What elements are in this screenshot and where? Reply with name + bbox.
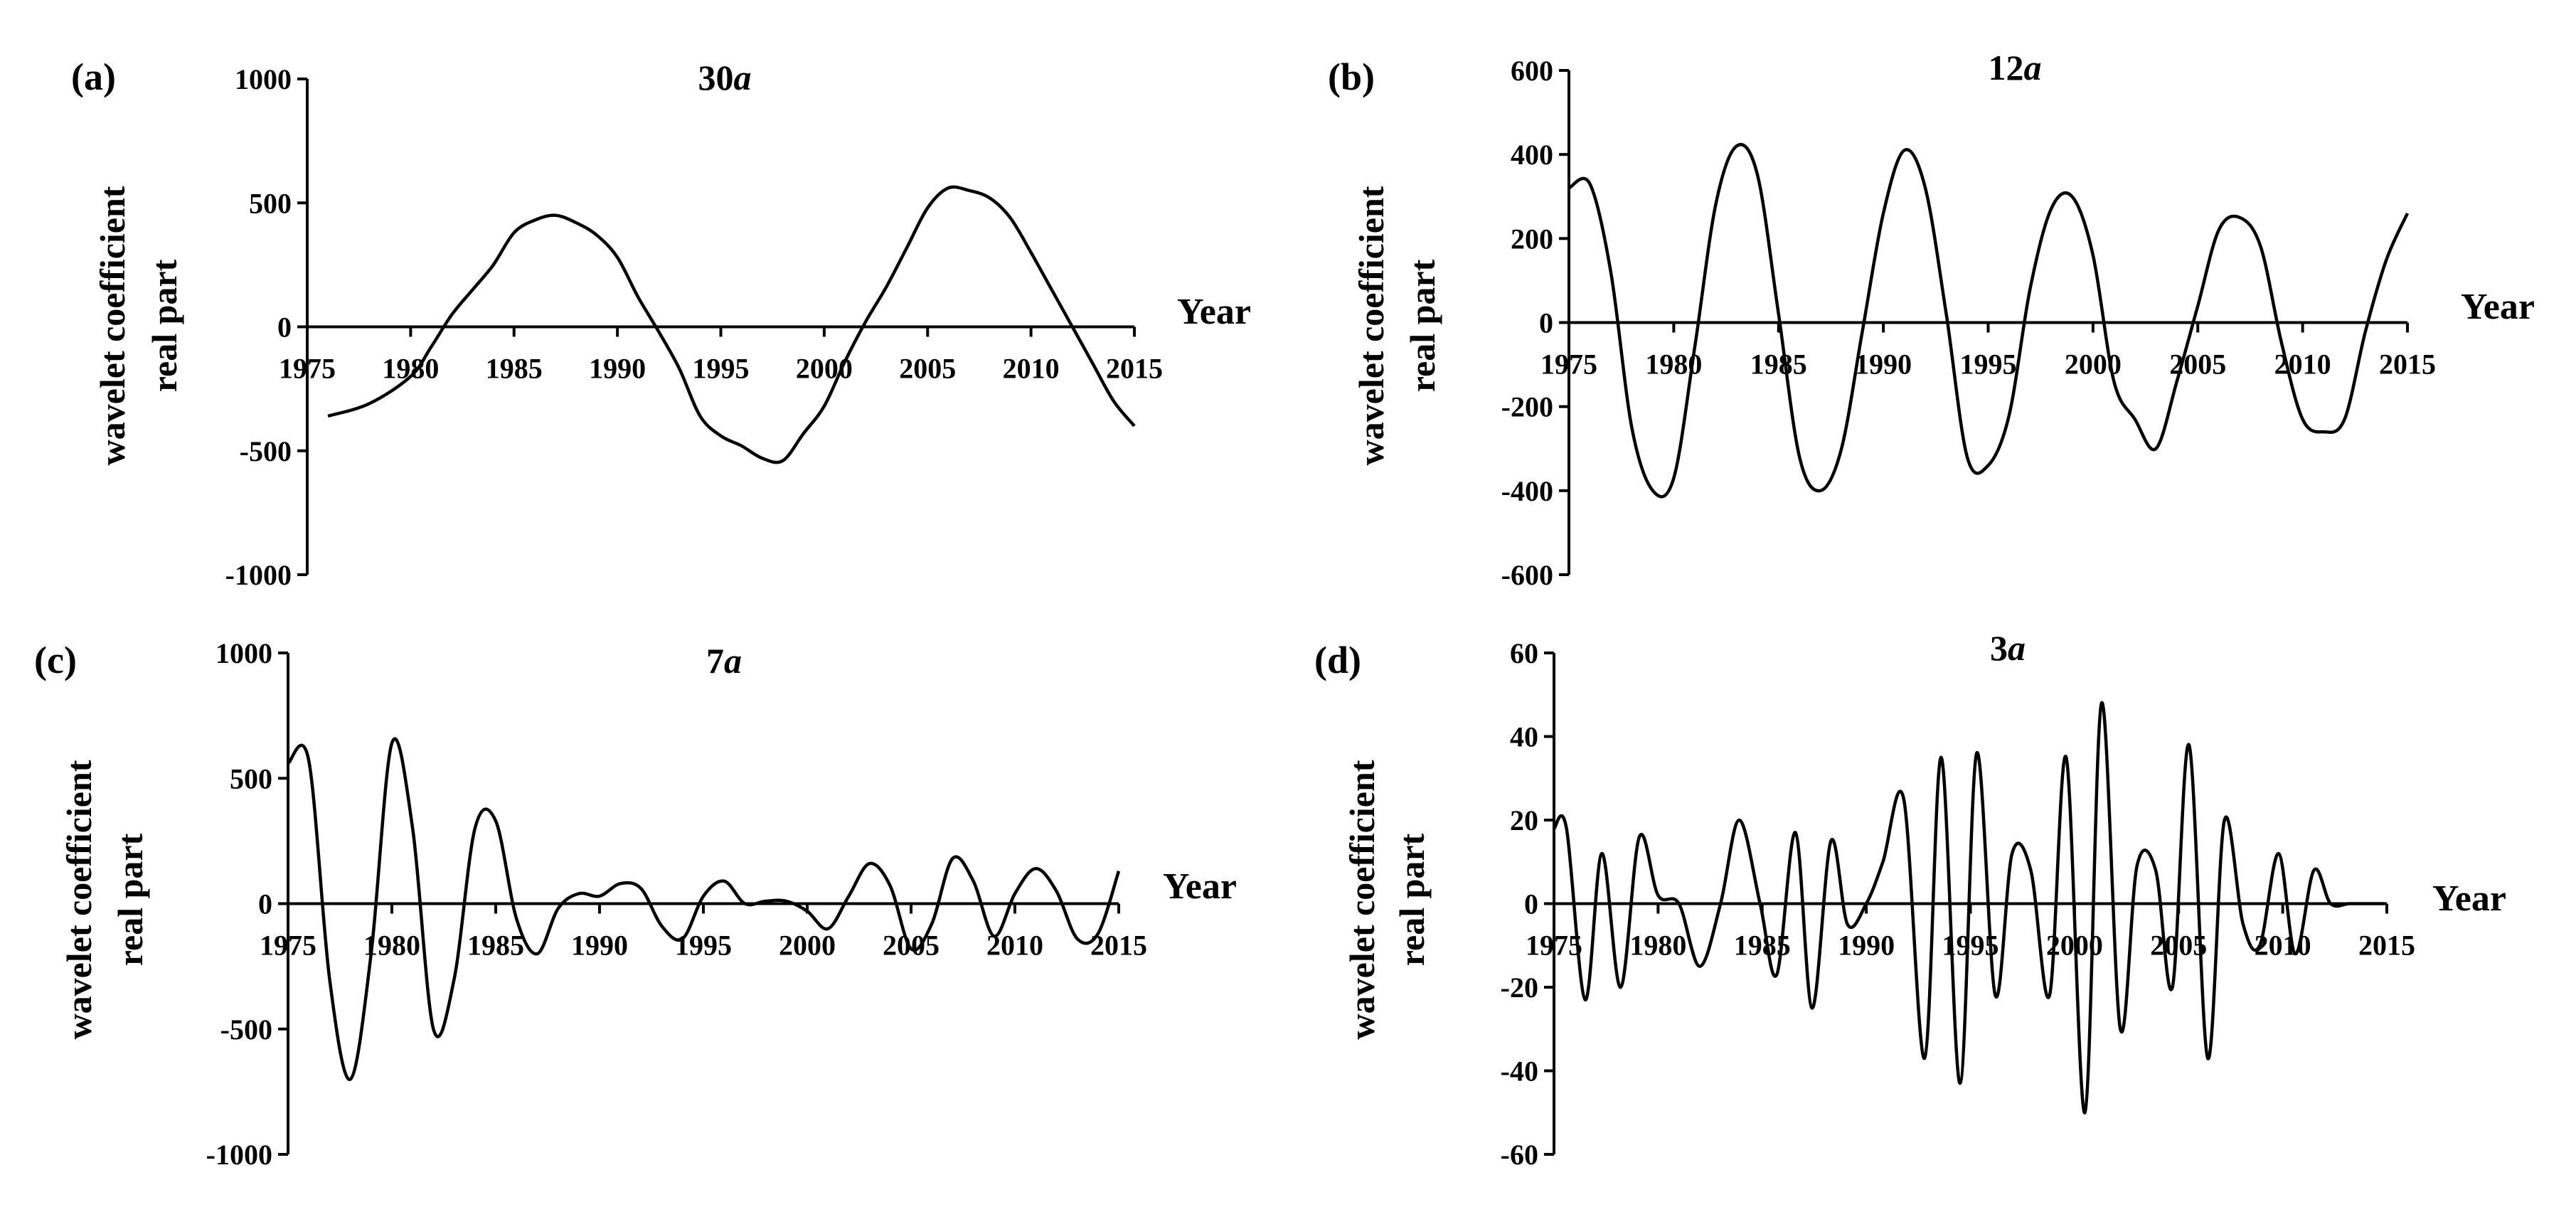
x-tick-label: 1990 (571, 930, 628, 962)
chart-title-suffix: a (734, 58, 752, 97)
x-tick-label: 1975 (1540, 349, 1597, 381)
x-tick-label: 2000 (779, 930, 836, 962)
chart-title: 3a (1990, 628, 2026, 668)
y-axis-label-line: wavelet coefficient (1342, 760, 1382, 1039)
chart-title-number: 12 (1989, 48, 2024, 87)
x-tick-label: 2000 (796, 353, 853, 385)
y-tick-label: -20 (1501, 972, 1538, 1004)
x-tick-label: 1990 (589, 353, 646, 385)
x-axis-label: Year (1163, 866, 1237, 907)
x-tick-label: 1985 (467, 930, 524, 962)
panel-label: (b) (1328, 55, 1375, 98)
x-tick-label: 1975 (1526, 930, 1582, 962)
y-tick-label: 1000 (215, 637, 272, 669)
y-tick-label: 20 (1510, 804, 1538, 836)
x-tick-label: 2015 (2358, 930, 2415, 962)
chart-title-number: 7 (706, 641, 724, 681)
x-tick-label: 1995 (675, 930, 732, 962)
y-tick-label: -40 (1501, 1056, 1538, 1088)
x-tick-label: 2005 (2150, 930, 2207, 962)
y-tick-label: -200 (1501, 391, 1553, 423)
panel-label: (c) (34, 639, 77, 681)
chart-title-suffix: a (2008, 628, 2026, 668)
x-tick-label: 1990 (1838, 930, 1895, 962)
chart-title-number: 3 (1990, 628, 2008, 668)
y-tick-label: 40 (1510, 721, 1538, 753)
chart-title-suffix: a (724, 641, 742, 681)
x-tick-label: 2005 (899, 353, 956, 385)
y-tick-label: -600 (1501, 559, 1553, 591)
y-tick-label: 500 (249, 187, 292, 219)
chart-title: 7a (706, 641, 742, 681)
x-tick-label: 2005 (883, 930, 940, 962)
panel-label: (d) (1314, 639, 1361, 681)
y-tick-label: 0 (258, 888, 272, 920)
x-tick-label: 1980 (382, 353, 439, 385)
y-tick-label: 500 (230, 762, 272, 794)
x-tick-label: 2010 (1003, 353, 1060, 385)
y-tick-label: -400 (1501, 475, 1553, 507)
x-tick-label: 2015 (1106, 353, 1163, 385)
x-tick-label: 2015 (1090, 930, 1147, 962)
y-tick-label: 0 (1539, 307, 1553, 339)
x-tick-label: 1985 (1750, 349, 1807, 381)
x-tick-label: 1980 (1629, 930, 1686, 962)
y-tick-label: -1000 (206, 1139, 272, 1171)
x-axis-label: Year (2461, 287, 2535, 327)
y-tick-label: 0 (277, 312, 292, 344)
y-tick-label: 0 (1524, 888, 1538, 920)
x-tick-label: 1995 (693, 353, 750, 385)
chart-title-suffix: a (2024, 48, 2042, 87)
chart-panel-1: (a) 30a -1000 -500 0 500 1000 1975 1980 1985 1990 1… (71, 55, 1251, 591)
series-line-1 (1568, 143, 2410, 499)
chart-title: 30a (698, 58, 752, 97)
x-tick-label: 2010 (986, 930, 1043, 962)
y-axis-label-line: wavelet coefficient (92, 186, 132, 465)
y-tick-label: 200 (1511, 223, 1553, 255)
y-tick-label: 1000 (235, 63, 292, 95)
x-axis-label: Year (1177, 292, 1251, 332)
y-tick-label: -60 (1501, 1139, 1538, 1171)
x-axis-label: Year (2432, 878, 2506, 919)
panel-label: (a) (71, 55, 116, 98)
x-tick-label: 1990 (1855, 349, 1912, 381)
series-line-1 (327, 185, 1136, 464)
x-tick-label: 2015 (2379, 349, 2436, 381)
y-tick-label: -1000 (225, 559, 292, 591)
y-axis-label-line: real part (110, 833, 150, 966)
y-axis-label-line: wavelet coefficient (59, 760, 99, 1039)
x-tick-label: 1975 (279, 353, 336, 385)
x-tick-label: 1975 (260, 930, 316, 962)
y-tick-label: 400 (1511, 139, 1553, 171)
chart-title-number: 30 (698, 58, 734, 97)
y-axis-label-line: wavelet coefficient (1351, 186, 1391, 465)
y-tick-label: -500 (220, 1014, 272, 1046)
y-tick-label: -500 (240, 435, 292, 467)
series-line-1 (1552, 701, 2385, 1115)
series-line-1 (287, 737, 1121, 1081)
y-tick-label: 600 (1511, 55, 1553, 87)
y-axis-label-line: real part (1392, 833, 1432, 966)
x-tick-label: 1985 (486, 353, 543, 385)
y-axis-label-line: real part (144, 259, 184, 392)
y-tick-label: 60 (1510, 637, 1538, 669)
y-axis-label-line: real part (1403, 259, 1442, 392)
chart-title: 12a (1989, 48, 2042, 87)
x-tick-label: 1995 (1960, 349, 2017, 381)
